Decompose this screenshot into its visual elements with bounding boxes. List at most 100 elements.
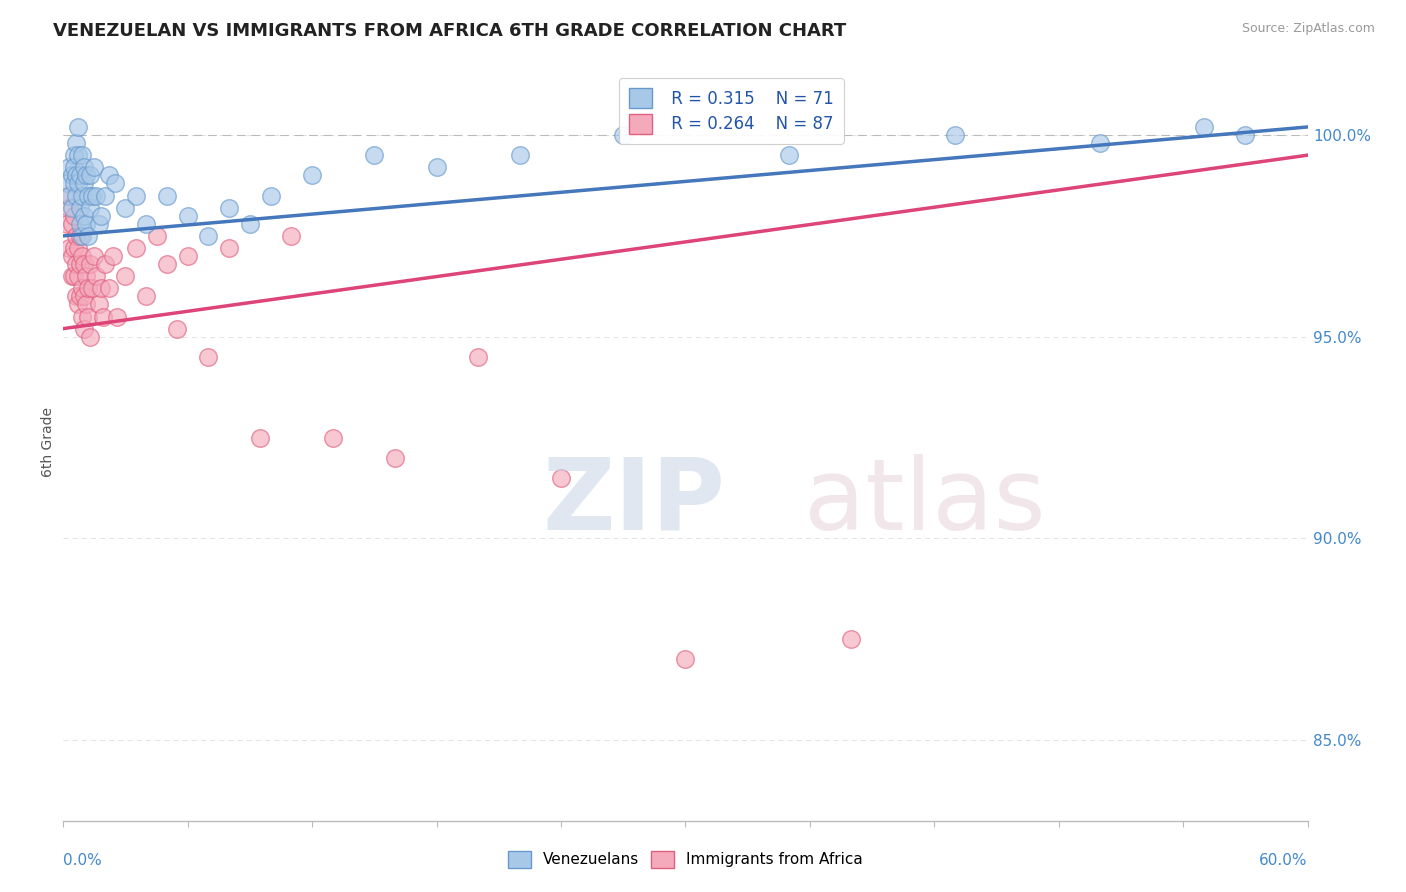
Point [65, 188, 87, 202]
Point [58, 201, 80, 215]
Point [70, 281, 93, 295]
Point [62, 269, 84, 284]
Point [73, 177, 96, 191]
Point [70, 228, 93, 243]
Point [60, 269, 83, 284]
Point [135, 217, 157, 231]
Point [82, 281, 104, 295]
Point [239, 217, 262, 231]
Point [56, 188, 79, 202]
Point [166, 321, 188, 335]
Point [73, 161, 96, 175]
Point [218, 201, 240, 215]
Legend: Venezuelans, Immigrants from Africa: Venezuelans, Immigrants from Africa [502, 845, 869, 873]
Point [384, 450, 406, 465]
Point [66, 241, 89, 255]
Point [65, 289, 87, 303]
Point [69, 228, 91, 243]
Point [90, 281, 112, 295]
Point [1090, 136, 1112, 150]
Point [156, 188, 179, 202]
Point [83, 249, 105, 263]
Point [93, 257, 115, 271]
Point [841, 632, 863, 647]
Point [197, 228, 219, 243]
Point [77, 228, 100, 243]
Point [66, 269, 89, 284]
Point [612, 128, 634, 142]
Point [69, 257, 91, 271]
Point [58, 241, 80, 255]
Point [97, 281, 120, 295]
Point [77, 310, 100, 324]
Point [70, 188, 93, 202]
Text: Source: ZipAtlas.com: Source: ZipAtlas.com [1241, 22, 1375, 36]
Point [83, 161, 105, 175]
Text: 0.0%: 0.0% [63, 853, 103, 868]
Point [101, 249, 124, 263]
Point [1234, 128, 1257, 142]
Point [778, 148, 800, 162]
Point [79, 201, 101, 215]
Point [260, 188, 283, 202]
Point [86, 269, 108, 284]
Point [69, 169, 91, 183]
Point [97, 169, 120, 183]
Point [87, 217, 110, 231]
Point [73, 321, 96, 335]
Point [60, 217, 83, 231]
Point [125, 188, 148, 202]
Point [70, 249, 93, 263]
Point [675, 652, 697, 666]
Point [69, 289, 91, 303]
Point [65, 228, 87, 243]
Text: ZIP: ZIP [543, 454, 725, 550]
Point [105, 310, 128, 324]
Point [65, 169, 87, 183]
Point [77, 188, 100, 202]
Point [62, 209, 84, 223]
Point [75, 217, 97, 231]
Point [62, 161, 84, 175]
Point [104, 177, 127, 191]
Point [60, 201, 83, 215]
Point [114, 269, 136, 284]
Point [75, 269, 97, 284]
Y-axis label: 6th Grade: 6th Grade [41, 407, 55, 476]
Point [218, 241, 240, 255]
Point [93, 188, 115, 202]
Point [363, 148, 385, 162]
Point [73, 257, 96, 271]
Point [56, 177, 79, 191]
Point [60, 249, 83, 263]
Point [114, 201, 136, 215]
Point [69, 201, 91, 215]
Point [65, 257, 87, 271]
Point [75, 297, 97, 311]
Text: 60.0%: 60.0% [1260, 853, 1308, 868]
Point [73, 209, 96, 223]
Point [145, 228, 167, 243]
Point [62, 177, 84, 191]
Point [943, 128, 966, 142]
Point [87, 297, 110, 311]
Point [79, 169, 101, 183]
Point [58, 161, 80, 175]
Point [509, 148, 531, 162]
Point [301, 169, 323, 183]
Point [86, 188, 108, 202]
Point [197, 350, 219, 364]
Text: VENEZUELAN VS IMMIGRANTS FROM AFRICA 6TH GRADE CORRELATION CHART: VENEZUELAN VS IMMIGRANTS FROM AFRICA 6TH… [53, 22, 846, 40]
Point [249, 430, 271, 444]
Point [65, 136, 87, 150]
Point [322, 430, 344, 444]
Point [77, 281, 100, 295]
Point [125, 241, 148, 255]
Point [90, 209, 112, 223]
Point [70, 148, 93, 162]
Point [135, 289, 157, 303]
Point [62, 241, 84, 255]
Point [550, 471, 572, 485]
Point [70, 310, 93, 324]
Point [66, 120, 89, 134]
